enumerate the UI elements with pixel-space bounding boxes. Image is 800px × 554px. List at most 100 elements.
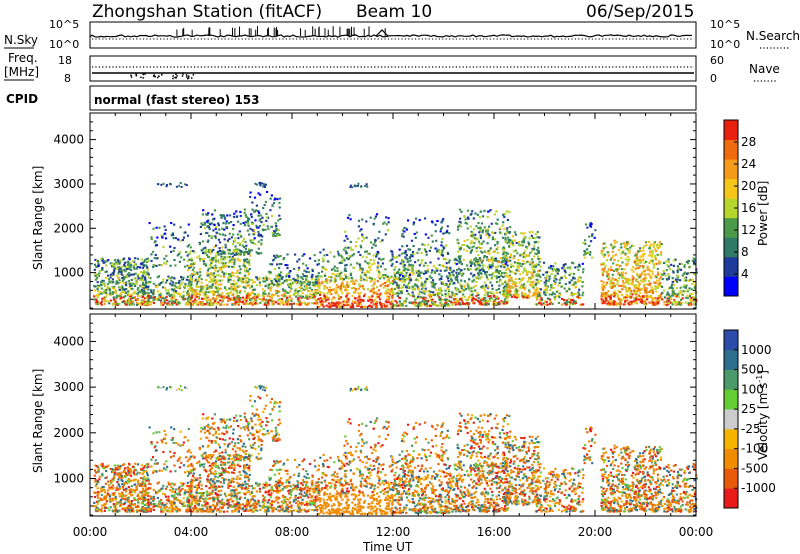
power-cell xyxy=(479,229,482,232)
power-cell xyxy=(492,299,495,302)
power-cell xyxy=(525,269,528,272)
power-cell xyxy=(621,272,624,275)
power-cell xyxy=(368,266,371,269)
power-cell xyxy=(267,287,270,290)
power-cell xyxy=(582,242,585,245)
power-cell xyxy=(206,288,209,291)
power-cell xyxy=(296,290,300,293)
power-cell xyxy=(151,250,155,253)
power-cell xyxy=(523,267,526,270)
power-cell xyxy=(143,276,147,279)
power-cell xyxy=(630,244,633,247)
power-cell xyxy=(508,285,511,288)
power-cell xyxy=(537,250,540,253)
power-cell xyxy=(212,297,215,300)
power-cell xyxy=(496,240,499,243)
power-cell xyxy=(224,263,227,266)
power-cell xyxy=(498,280,501,283)
power-cell xyxy=(163,301,166,304)
power-cell xyxy=(256,284,259,287)
power-cell xyxy=(117,272,120,275)
power-cell xyxy=(359,244,362,247)
power-cell xyxy=(416,274,420,277)
power-cell xyxy=(223,251,226,254)
power-cell xyxy=(617,303,620,306)
power-cell xyxy=(107,278,111,281)
power-cell xyxy=(224,265,227,268)
power-cell xyxy=(292,281,295,284)
power-cell xyxy=(498,272,501,275)
power-cell xyxy=(436,220,439,223)
power-cell xyxy=(491,284,494,287)
power-cell xyxy=(141,303,144,306)
power-cell xyxy=(643,277,646,280)
power-cell xyxy=(345,257,348,260)
power-cell xyxy=(654,281,657,284)
power-cell xyxy=(544,303,547,306)
power-cell xyxy=(265,216,269,219)
power-cell xyxy=(576,280,579,283)
power-cell xyxy=(475,258,479,261)
power-cell xyxy=(223,217,227,220)
power-cell xyxy=(633,286,636,289)
power-cell xyxy=(272,283,276,286)
power-cell xyxy=(134,284,137,287)
power-cell xyxy=(469,259,472,262)
power-cell xyxy=(212,256,215,259)
power-cell xyxy=(496,222,499,225)
power-cell xyxy=(609,303,612,306)
power-cell xyxy=(122,296,125,299)
power-cell xyxy=(615,269,618,272)
power-cell xyxy=(339,272,342,275)
power-cell xyxy=(279,217,282,220)
power-cell xyxy=(490,277,493,280)
power-cell xyxy=(675,295,678,298)
power-cell xyxy=(224,234,227,237)
power-cell xyxy=(214,291,217,294)
power-cell xyxy=(189,276,192,279)
power-cell xyxy=(152,289,155,292)
power-cell xyxy=(486,229,489,232)
power-cell xyxy=(399,271,402,274)
power-cell xyxy=(236,275,239,278)
power-cell xyxy=(245,279,248,282)
power-cell xyxy=(212,267,216,270)
power-cell xyxy=(104,299,107,302)
power-cell xyxy=(633,291,636,294)
power-cell xyxy=(156,276,159,279)
power-cell xyxy=(391,279,394,282)
power-cell xyxy=(207,239,210,242)
power-cell xyxy=(97,294,100,297)
power-cell xyxy=(229,273,232,276)
power-cell xyxy=(298,295,301,298)
power-cell xyxy=(642,301,645,304)
power-cell xyxy=(227,248,230,251)
power-cell xyxy=(164,297,167,300)
power-cell xyxy=(581,281,584,284)
power-cell xyxy=(503,294,506,297)
power-cell xyxy=(606,251,609,254)
power-cell xyxy=(270,285,273,288)
power-cell xyxy=(285,291,288,294)
power-cell xyxy=(571,261,574,264)
power-cell xyxy=(618,284,621,287)
power-cell xyxy=(658,282,662,285)
power-cell xyxy=(146,281,149,284)
power-cell xyxy=(173,284,176,287)
power-cell xyxy=(340,261,343,264)
power-cell xyxy=(185,278,188,281)
power-cell xyxy=(130,278,133,281)
power-cell xyxy=(611,250,614,253)
power-cell xyxy=(346,276,349,279)
power-cell xyxy=(159,299,163,302)
power-cell xyxy=(280,277,284,280)
power-cell xyxy=(95,300,99,303)
power-cell xyxy=(142,281,145,284)
power-cell xyxy=(299,280,302,283)
power-cell xyxy=(368,304,371,307)
power-cell xyxy=(313,292,316,295)
power-cell xyxy=(516,295,520,298)
power-cell xyxy=(311,294,314,297)
power-cell xyxy=(306,294,309,297)
power-cell xyxy=(245,266,248,269)
